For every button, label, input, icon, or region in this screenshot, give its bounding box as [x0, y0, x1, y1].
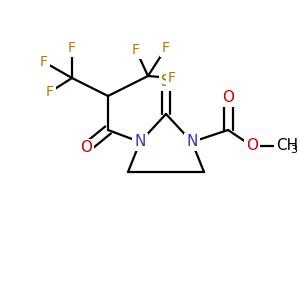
Text: S: S	[161, 74, 171, 89]
Text: N: N	[186, 134, 198, 149]
Text: O: O	[222, 91, 234, 106]
Text: F: F	[68, 41, 76, 55]
Text: N: N	[134, 134, 146, 149]
Text: F: F	[40, 55, 48, 69]
Text: 3: 3	[290, 145, 297, 155]
Text: F: F	[162, 41, 170, 55]
Text: O: O	[246, 139, 258, 154]
Text: F: F	[46, 85, 54, 99]
Text: F: F	[132, 43, 140, 57]
Text: F: F	[168, 71, 176, 85]
Text: O: O	[80, 140, 92, 155]
Text: CH: CH	[276, 139, 298, 154]
